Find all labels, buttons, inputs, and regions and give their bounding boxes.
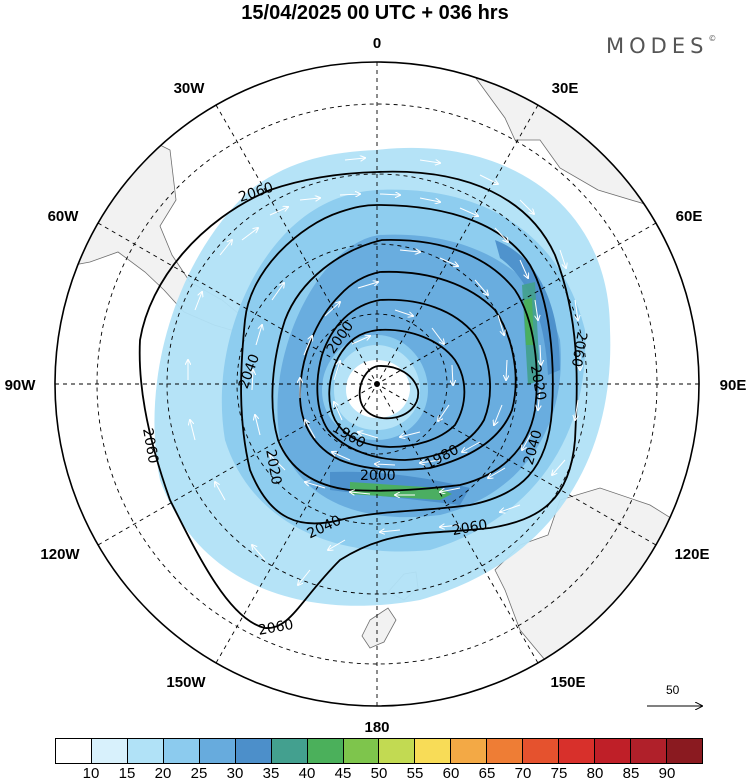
geopotential-contours bbox=[138, 170, 578, 629]
colorbar-tick-label: 90 bbox=[658, 765, 676, 782]
new-zealand-south-island bbox=[361, 607, 397, 649]
pole-marker bbox=[374, 381, 380, 387]
contour-2000 bbox=[299, 270, 517, 471]
colorbar-swatch bbox=[486, 739, 523, 763]
latitude-circle-70s bbox=[236, 243, 518, 525]
colorbar-swatch bbox=[665, 739, 702, 763]
lon-label-0: 0 bbox=[373, 35, 381, 52]
lon-label-30e: 30E bbox=[552, 80, 579, 97]
colorbar-swatch bbox=[306, 739, 343, 763]
colorbar-swatch bbox=[414, 739, 451, 763]
colorbar-tick-label: 40 bbox=[298, 765, 316, 782]
colorbar-tick-label: 35 bbox=[262, 765, 280, 782]
lon-label-120e: 120E bbox=[674, 546, 709, 563]
colorbar-tick-label: 45 bbox=[334, 765, 352, 782]
brand-logo: MODES© bbox=[606, 34, 716, 58]
colorbar-tick-label: 25 bbox=[190, 765, 208, 782]
colorbar-labels: 10 15 20 25 30 35 40 45 50 55 60 65 70 75 80 85 90 bbox=[55, 765, 703, 782]
lon-label-90w: 90W bbox=[5, 377, 37, 394]
colorbar-swatch bbox=[90, 739, 127, 763]
colorbar-tick-label: 50 bbox=[370, 765, 388, 782]
longitude-labels: 0 30E 60E 90E 120E 150E 180 150W 120W 90… bbox=[5, 35, 747, 736]
colorbar-tick-label: 85 bbox=[622, 765, 640, 782]
colorbar-tick-label: 15 bbox=[118, 765, 136, 782]
shade-band-30 bbox=[330, 240, 560, 505]
contour-2040 bbox=[240, 204, 554, 525]
colorbar-swatch bbox=[234, 739, 271, 763]
colorbar-swatch bbox=[594, 739, 630, 763]
colorbar-swatch bbox=[558, 739, 595, 763]
colorbar-tick-label: 55 bbox=[406, 765, 424, 782]
colorbar-swatch bbox=[162, 739, 199, 763]
lon-label-90e: 90E bbox=[720, 377, 747, 394]
colorbar-tick-label: 75 bbox=[550, 765, 568, 782]
lon-label-60e: 60E bbox=[676, 208, 703, 225]
colorbar-tick-label: 60 bbox=[442, 765, 460, 782]
contour-label: 2000 bbox=[360, 468, 396, 484]
contour-1980 bbox=[316, 298, 491, 461]
contour-1960 bbox=[328, 328, 466, 448]
contour-1940 bbox=[358, 365, 420, 420]
colorbar-swatch bbox=[126, 739, 163, 763]
colorbar-swatch bbox=[342, 739, 379, 763]
colorbar bbox=[55, 738, 703, 764]
map-disk bbox=[55, 62, 699, 706]
contour-label: 2060 bbox=[257, 617, 295, 639]
lon-label-120w: 120W bbox=[40, 546, 80, 563]
colorbar-swatch bbox=[450, 739, 487, 763]
colorbar-swatch bbox=[198, 739, 235, 763]
lon-label-60w: 60W bbox=[48, 208, 80, 225]
contour-2060 bbox=[138, 170, 578, 629]
colorbar-tick-label: 30 bbox=[226, 765, 244, 782]
lon-label-150w: 150W bbox=[166, 674, 206, 691]
colorbar-tick-label: 65 bbox=[478, 765, 496, 782]
wind-vectors bbox=[188, 158, 580, 585]
colorbar-tick-label: 80 bbox=[586, 765, 604, 782]
contour-2020 bbox=[271, 239, 538, 492]
lon-label-180: 180 bbox=[364, 719, 389, 736]
contour-label: 2060 bbox=[568, 330, 590, 368]
colorbar-swatch bbox=[522, 739, 559, 763]
map-boundary bbox=[54, 61, 700, 707]
contour-label: 2060 bbox=[139, 427, 161, 465]
copyright-mark: © bbox=[708, 34, 717, 43]
lon-label-150e: 150E bbox=[550, 674, 585, 691]
colorbar-tick-label: 10 bbox=[82, 765, 100, 782]
colorbar-swatch bbox=[378, 739, 415, 763]
contour-label: 2020 bbox=[262, 448, 284, 486]
brand-name: MODES bbox=[606, 34, 709, 58]
colorbar-tick-label: 20 bbox=[154, 765, 172, 782]
colorbar-tick-label: 70 bbox=[514, 765, 532, 782]
contour-label: 2060 bbox=[451, 517, 489, 539]
colorbar-swatch bbox=[630, 739, 666, 763]
contour-label: 2020 bbox=[527, 364, 549, 402]
wind-reference-label: 50 bbox=[666, 683, 680, 697]
colorbar-swatch bbox=[56, 739, 91, 763]
map-title: 15/04/2025 00 UTC + 036 hrs bbox=[241, 2, 509, 24]
colorbar-swatch bbox=[270, 739, 307, 763]
lon-label-30w: 30W bbox=[174, 80, 206, 97]
